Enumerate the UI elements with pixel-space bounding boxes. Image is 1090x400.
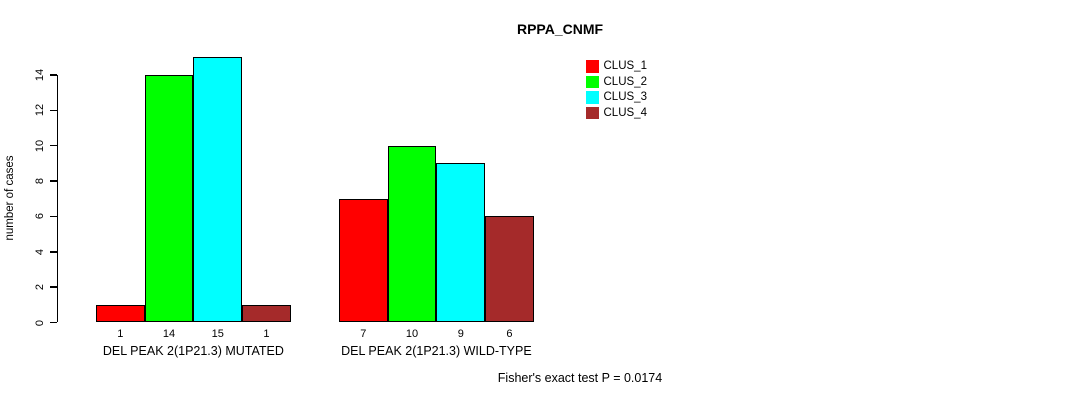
bar-count-label: 1 — [117, 328, 124, 340]
legend-swatch-clus_2 — [586, 75, 599, 88]
bar-count-label: 7 — [360, 328, 367, 340]
y-axis-tick-label: 14 — [34, 68, 46, 82]
y-axis-tick-label: 8 — [34, 178, 46, 185]
legend-swatch-clus_4 — [586, 106, 599, 119]
bar-clus_3-group2 — [436, 163, 486, 323]
bar-count-label: 1 — [263, 328, 270, 340]
bar-count-label: 15 — [211, 328, 224, 340]
legend-label: CLUS_1 — [603, 60, 647, 73]
bar-count-label: 6 — [506, 328, 513, 340]
legend: CLUS_1 CLUS_2 CLUS_3 CLUS_4 — [586, 60, 647, 122]
bar-clus_2-group2 — [387, 145, 437, 323]
bar-clus_2-group1 — [144, 74, 194, 323]
legend-swatch-clus_1 — [586, 60, 599, 73]
y-axis-tick — [49, 144, 57, 147]
y-axis-tick-label: 2 — [34, 284, 46, 291]
bar-count-label: 14 — [162, 328, 176, 340]
y-axis-tick — [49, 180, 57, 182]
y-axis-tick-label: 6 — [34, 213, 46, 220]
legend-swatch-clus_3 — [586, 91, 599, 104]
bar-count-label: 10 — [405, 328, 419, 340]
y-axis-tick-label: 10 — [34, 139, 46, 152]
chart-title: RPPA_CNMF — [516, 21, 604, 37]
bar-clus_4-group1 — [242, 304, 291, 323]
legend-item-clus_2: CLUS_2 — [586, 75, 647, 88]
stat-annotation: Fisher's exact test P = 0.0174 — [497, 371, 663, 385]
legend-item-clus_4: CLUS_4 — [586, 106, 647, 119]
y-axis-tick-label: 0 — [34, 319, 46, 326]
bar-clus_3-group1 — [193, 57, 243, 323]
y-axis-tick — [49, 74, 57, 76]
legend-label: CLUS_2 — [603, 75, 647, 88]
y-axis-tick — [49, 321, 57, 324]
legend-label: CLUS_3 — [603, 91, 647, 104]
y-axis-tick-label: 12 — [34, 104, 46, 117]
legend-label: CLUS_4 — [603, 106, 647, 119]
y-axis-line — [56, 74, 58, 323]
x-category-label: DEL PEAK 2(1P21.3) WILD-TYPE — [341, 344, 532, 358]
y-axis-tick-label: 4 — [34, 248, 46, 255]
y-axis-tick — [49, 251, 57, 253]
legend-item-clus_3: CLUS_3 — [586, 91, 647, 104]
legend-item-clus_1: CLUS_1 — [586, 60, 647, 73]
y-axis-label: number of cases — [4, 155, 16, 241]
y-axis-tick — [49, 286, 57, 288]
bar-clus_1-group1 — [96, 304, 145, 323]
bar-clus_1-group2 — [339, 198, 388, 323]
x-category-label: DEL PEAK 2(1P21.3) MUTATED — [102, 344, 284, 358]
bar-clus_4-group2 — [485, 216, 534, 323]
y-axis-tick — [49, 215, 57, 218]
y-axis-tick — [49, 109, 57, 112]
bar-count-label: 9 — [457, 328, 464, 340]
